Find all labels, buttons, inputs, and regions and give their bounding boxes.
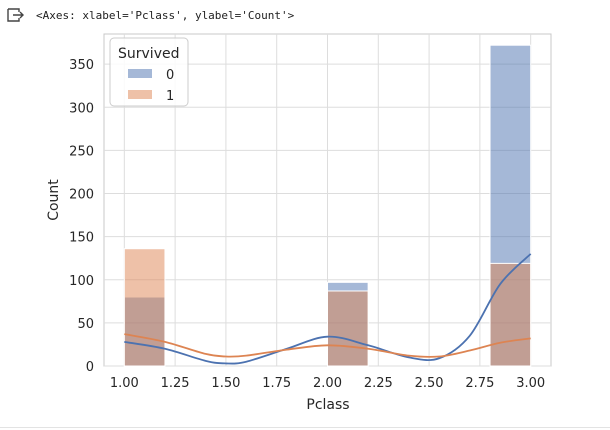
x-tick-label: 3.00 [516,376,545,391]
x-axis-label: Pclass [306,397,349,413]
y-tick-label: 300 [69,101,94,116]
bar-series-1 [123,248,166,367]
y-axis-label: Count [46,179,62,221]
kde-line-series-0 [124,253,532,365]
x-tick-label: 2.50 [415,376,444,391]
output-arrow-icon [7,8,24,22]
x-tick-label: 2.00 [313,376,342,391]
x-tick-label: 1.25 [161,376,190,391]
x-tick-label: 1.75 [262,376,291,391]
x-tick-label: 2.25 [364,376,393,391]
x-tick-label: 2.75 [465,376,494,391]
y-tick-label: 50 [77,317,94,332]
legend: Survived 0 1 [109,37,189,107]
y-tick-labels: 0 50 100 150 200 250 300 350 [69,58,94,375]
legend-title: Survived [118,46,179,62]
y-tick-label: 200 [69,188,94,203]
y-tick-label: 100 [69,274,94,289]
kde-lines [124,253,532,365]
legend-label-0: 0 [166,68,174,83]
bar-series-1 [327,290,369,367]
y-tick-label: 350 [69,58,94,73]
legend-swatch-1 [128,90,152,99]
legend-swatch-0 [128,69,152,78]
output-text: <Axes: xlabel='Pclass', ylabel='Count'> [36,9,295,22]
y-tick-label: 250 [69,144,94,159]
x-tick-labels: 1.00 1.25 1.50 1.75 2.00 2.25 2.50 2.75 3.00 [110,376,545,391]
x-tick-label: 1.50 [211,376,240,391]
x-tick-label: 1.00 [110,376,139,391]
bar-series-1 [489,262,532,367]
y-tick-label: 150 [69,231,94,246]
y-tick-label: 0 [86,360,94,375]
bars [123,44,532,367]
kde-line-series-1 [124,333,531,358]
cell-bottom-border [0,427,610,428]
legend-label-1: 1 [166,89,174,104]
